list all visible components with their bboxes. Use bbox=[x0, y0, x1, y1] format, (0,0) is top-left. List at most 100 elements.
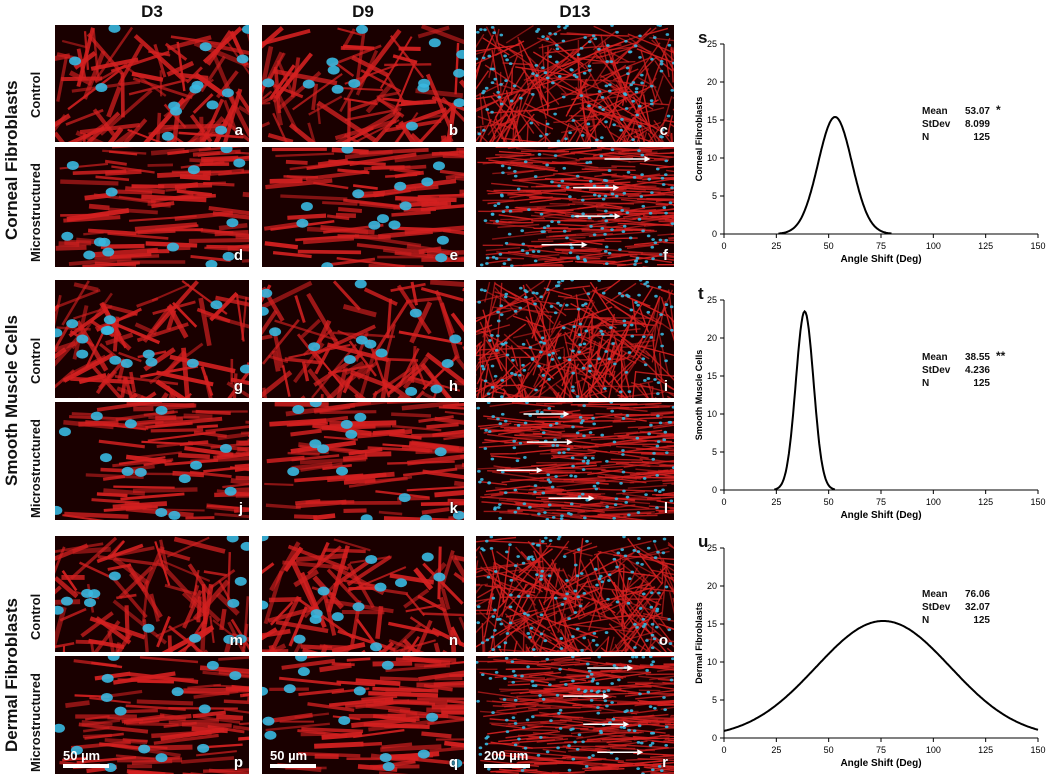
cell-nucleus bbox=[484, 219, 488, 222]
actin-fiber bbox=[353, 185, 378, 188]
cell-nucleus bbox=[574, 475, 578, 478]
cell-nucleus bbox=[611, 148, 615, 151]
micrograph-panel: d bbox=[55, 147, 249, 267]
cell-nucleus bbox=[553, 438, 557, 441]
cell-nucleus bbox=[651, 646, 655, 649]
cell-nucleus bbox=[535, 74, 539, 77]
cell-nucleus bbox=[619, 129, 623, 132]
cell-nucleus bbox=[522, 343, 526, 346]
actin-fiber bbox=[514, 435, 542, 436]
cell-nucleus bbox=[311, 609, 323, 618]
actin-fiber bbox=[426, 424, 458, 427]
cell-nucleus bbox=[651, 634, 655, 637]
cell-nucleus bbox=[226, 218, 238, 227]
cell-nucleus bbox=[576, 175, 580, 178]
cell-nucleus bbox=[558, 668, 562, 671]
actin-fiber bbox=[65, 703, 89, 706]
fluorescence-image bbox=[476, 280, 674, 398]
scale-bar: 50 µm bbox=[63, 748, 109, 768]
actin-fiber bbox=[486, 486, 530, 491]
cell-nucleus bbox=[377, 214, 389, 223]
cell-nucleus bbox=[104, 315, 116, 324]
cell-nucleus bbox=[210, 300, 222, 309]
cell-nucleus bbox=[599, 731, 603, 734]
y-tick-label: 20 bbox=[707, 581, 717, 591]
actin-fiber bbox=[92, 500, 140, 503]
cell-nucleus bbox=[503, 677, 507, 680]
cell-nucleus bbox=[610, 682, 614, 685]
cell-nucleus bbox=[519, 442, 523, 445]
group-label-corneal: Corneal Fibroblasts bbox=[2, 80, 22, 240]
cell-nucleus bbox=[549, 719, 553, 722]
cell-nucleus bbox=[651, 458, 655, 461]
actin-fiber bbox=[55, 295, 60, 345]
y-tick-label: 0 bbox=[712, 229, 717, 239]
cell-nucleus bbox=[394, 182, 406, 191]
actin-fiber bbox=[214, 514, 249, 519]
cell-nucleus bbox=[662, 206, 666, 209]
fluorescence-image bbox=[55, 402, 249, 520]
cell-nucleus bbox=[557, 451, 561, 454]
panel-letter: e bbox=[450, 247, 458, 264]
cell-nucleus bbox=[481, 641, 485, 644]
cell-nucleus bbox=[506, 730, 510, 733]
cell-nucleus bbox=[524, 296, 528, 299]
cell-nucleus bbox=[535, 292, 539, 295]
cell-nucleus bbox=[421, 177, 433, 186]
cell-nucleus bbox=[652, 452, 656, 455]
actin-fiber bbox=[483, 710, 538, 717]
cell-nucleus bbox=[485, 262, 489, 265]
cell-nucleus bbox=[623, 710, 627, 713]
cell-nucleus bbox=[571, 465, 575, 468]
cell-nucleus bbox=[482, 90, 486, 93]
cell-nucleus bbox=[541, 337, 545, 340]
cell-nucleus bbox=[628, 390, 632, 393]
cell-nucleus bbox=[556, 444, 560, 447]
cell-nucleus bbox=[641, 357, 645, 360]
cell-nucleus bbox=[557, 712, 561, 715]
actin-fiber bbox=[203, 183, 234, 184]
cell-nucleus bbox=[572, 119, 576, 122]
cell-nucleus bbox=[520, 229, 524, 232]
actin-fiber bbox=[480, 348, 531, 350]
cell-nucleus bbox=[491, 635, 495, 638]
cell-nucleus bbox=[527, 208, 531, 211]
cell-nucleus bbox=[539, 135, 543, 138]
cell-nucleus bbox=[546, 750, 550, 753]
actin-fiber bbox=[638, 219, 666, 220]
cell-nucleus bbox=[598, 106, 602, 109]
cell-nucleus bbox=[495, 349, 499, 352]
cell-nucleus bbox=[420, 515, 432, 520]
cell-nucleus bbox=[662, 551, 666, 554]
cell-nucleus bbox=[616, 601, 620, 604]
panel-letter: a bbox=[235, 122, 243, 139]
actin-fiber bbox=[385, 701, 448, 702]
cell-nucleus bbox=[583, 343, 587, 346]
cell-nucleus bbox=[227, 536, 239, 542]
cell-nucleus bbox=[641, 205, 645, 208]
actin-fiber bbox=[417, 199, 437, 202]
fluorescence-image bbox=[55, 536, 249, 652]
cell-nucleus bbox=[531, 542, 535, 545]
cell-nucleus bbox=[395, 578, 407, 587]
cell-nucleus bbox=[505, 719, 509, 722]
chart-letter: s bbox=[698, 28, 707, 48]
micrograph-panel: b bbox=[262, 25, 464, 142]
actin-fiber bbox=[193, 152, 241, 155]
distribution-curve bbox=[778, 117, 891, 234]
cell-nucleus bbox=[670, 305, 674, 308]
cell-nucleus bbox=[633, 176, 637, 179]
cell-nucleus bbox=[551, 358, 555, 361]
actin-fiber bbox=[486, 258, 524, 259]
cell-nucleus bbox=[526, 614, 530, 617]
cell-nucleus bbox=[521, 249, 525, 252]
cell-nucleus bbox=[69, 57, 81, 66]
cell-nucleus bbox=[663, 708, 667, 711]
cell-nucleus bbox=[605, 505, 609, 508]
actin-fiber bbox=[423, 614, 464, 616]
actin-fiber bbox=[148, 432, 216, 441]
y-tick-label: 15 bbox=[707, 619, 717, 629]
actin-fiber bbox=[417, 699, 464, 700]
cell-nucleus bbox=[565, 579, 569, 582]
cell-nucleus bbox=[628, 51, 632, 54]
